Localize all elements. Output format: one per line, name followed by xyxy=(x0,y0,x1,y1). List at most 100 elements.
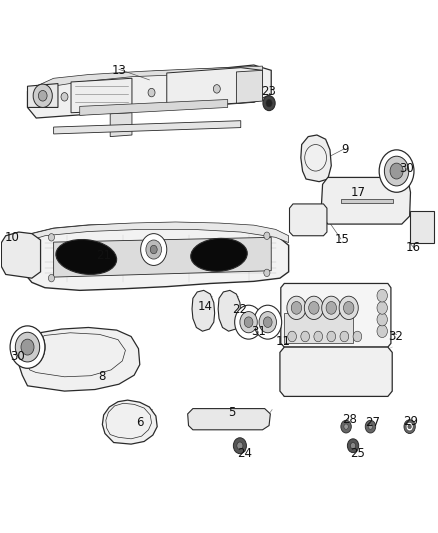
Polygon shape xyxy=(80,100,228,115)
Ellipse shape xyxy=(56,239,117,274)
Text: 13: 13 xyxy=(111,64,126,77)
Polygon shape xyxy=(19,327,140,391)
Circle shape xyxy=(141,233,167,265)
Circle shape xyxy=(264,269,270,277)
Circle shape xyxy=(48,233,54,241)
Text: 8: 8 xyxy=(98,370,105,383)
Circle shape xyxy=(377,289,388,302)
Bar xyxy=(284,313,353,343)
Circle shape xyxy=(390,163,403,179)
Polygon shape xyxy=(36,66,262,89)
Text: 28: 28 xyxy=(342,413,357,426)
Text: 11: 11 xyxy=(276,335,291,348)
Text: 21: 21 xyxy=(96,249,111,262)
Text: 22: 22 xyxy=(233,303,247,317)
Polygon shape xyxy=(301,135,331,182)
Polygon shape xyxy=(110,113,132,136)
Circle shape xyxy=(15,332,40,362)
Text: 30: 30 xyxy=(399,162,413,175)
Circle shape xyxy=(21,339,34,355)
Circle shape xyxy=(39,91,47,101)
Circle shape xyxy=(350,442,356,449)
Text: 32: 32 xyxy=(388,330,403,343)
Circle shape xyxy=(244,317,253,327)
Circle shape xyxy=(327,331,336,342)
Circle shape xyxy=(263,317,272,327)
Polygon shape xyxy=(192,290,215,331)
Polygon shape xyxy=(53,120,241,134)
Circle shape xyxy=(385,156,409,186)
Polygon shape xyxy=(71,78,132,113)
Circle shape xyxy=(10,326,45,368)
Polygon shape xyxy=(281,284,391,347)
Circle shape xyxy=(314,331,322,342)
Circle shape xyxy=(48,274,54,282)
Polygon shape xyxy=(341,199,393,203)
Text: 14: 14 xyxy=(198,300,212,313)
Circle shape xyxy=(33,84,52,108)
Polygon shape xyxy=(167,68,262,108)
Polygon shape xyxy=(53,237,271,277)
Text: 16: 16 xyxy=(405,241,420,254)
Circle shape xyxy=(341,420,351,433)
Circle shape xyxy=(254,305,282,339)
Text: 25: 25 xyxy=(350,447,365,459)
Circle shape xyxy=(305,144,326,171)
Text: 27: 27 xyxy=(365,416,380,430)
Polygon shape xyxy=(28,222,289,243)
Circle shape xyxy=(23,341,34,353)
Bar xyxy=(410,211,434,243)
Circle shape xyxy=(266,100,272,107)
Circle shape xyxy=(301,331,310,342)
Circle shape xyxy=(18,334,39,360)
Circle shape xyxy=(340,331,349,342)
Circle shape xyxy=(146,240,162,259)
Circle shape xyxy=(233,438,247,454)
Polygon shape xyxy=(280,347,392,397)
Polygon shape xyxy=(290,204,327,236)
Polygon shape xyxy=(19,223,289,290)
Circle shape xyxy=(377,313,388,326)
Polygon shape xyxy=(237,70,262,103)
Polygon shape xyxy=(102,400,157,444)
Circle shape xyxy=(148,88,155,97)
Text: 9: 9 xyxy=(342,143,349,156)
Circle shape xyxy=(309,302,319,314)
Polygon shape xyxy=(218,290,241,331)
Polygon shape xyxy=(28,84,58,108)
Text: 23: 23 xyxy=(261,85,276,98)
Circle shape xyxy=(259,312,276,333)
Circle shape xyxy=(406,422,413,431)
Text: 31: 31 xyxy=(251,325,265,338)
Circle shape xyxy=(347,439,359,453)
Circle shape xyxy=(213,85,220,93)
Polygon shape xyxy=(1,232,41,278)
Circle shape xyxy=(61,93,68,101)
Circle shape xyxy=(365,420,376,433)
Circle shape xyxy=(326,302,336,314)
Circle shape xyxy=(408,424,411,429)
Circle shape xyxy=(404,419,415,433)
Circle shape xyxy=(377,325,388,337)
Circle shape xyxy=(237,442,243,449)
Circle shape xyxy=(353,331,362,342)
Circle shape xyxy=(368,424,373,429)
Ellipse shape xyxy=(191,238,247,271)
Polygon shape xyxy=(187,409,270,430)
Text: 15: 15 xyxy=(334,233,349,246)
Circle shape xyxy=(291,302,302,314)
Polygon shape xyxy=(28,65,271,118)
Circle shape xyxy=(339,296,358,319)
Text: 29: 29 xyxy=(403,415,418,428)
Circle shape xyxy=(12,327,45,367)
Text: 10: 10 xyxy=(5,231,20,244)
Circle shape xyxy=(377,302,388,314)
Text: 6: 6 xyxy=(136,416,144,430)
Circle shape xyxy=(322,296,341,319)
Circle shape xyxy=(304,296,323,319)
Circle shape xyxy=(235,305,262,339)
Circle shape xyxy=(344,424,348,429)
Circle shape xyxy=(240,312,257,333)
Circle shape xyxy=(379,150,414,192)
Circle shape xyxy=(150,245,157,254)
